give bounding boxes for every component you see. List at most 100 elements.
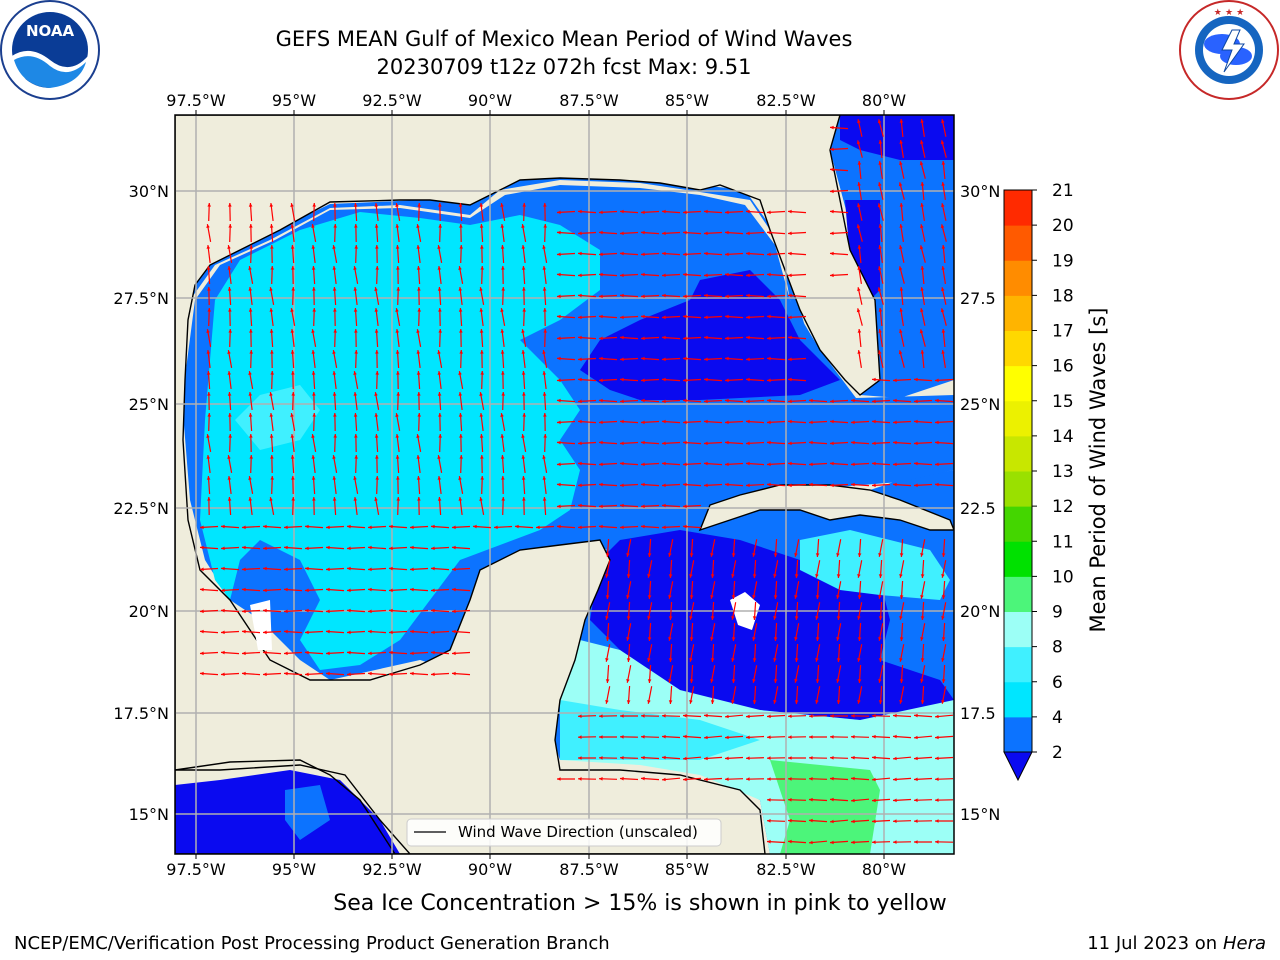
wave-arrow-head xyxy=(312,287,316,291)
wave-arrow-head xyxy=(935,819,939,823)
wave-arrow-head xyxy=(662,714,666,718)
wave-arrow-head xyxy=(620,776,624,781)
wave-arrow-head xyxy=(767,230,771,235)
wave-arrow-head xyxy=(473,524,477,529)
wave-arrow-head xyxy=(872,377,876,382)
colorbar-segment xyxy=(1004,400,1032,437)
wave-arrow-head xyxy=(263,608,267,613)
wave-arrow-head xyxy=(347,588,351,593)
wave-arrow-head xyxy=(725,378,729,383)
wave-arrow-head xyxy=(920,182,925,186)
wave-arrow-head xyxy=(620,209,624,214)
wave-arrow-head xyxy=(557,230,561,235)
wave-arrow-head xyxy=(354,245,358,249)
wave-arrow-head xyxy=(500,245,505,249)
wave-arrow-head xyxy=(872,483,876,488)
wave-arrow-head xyxy=(479,203,484,207)
wave-arrow-head xyxy=(500,308,504,312)
wave-arrow-head xyxy=(578,503,582,508)
wave-arrow-head xyxy=(353,476,357,480)
wave-arrow-head xyxy=(557,210,561,215)
map-legend: Wind Wave Direction (unscaled) xyxy=(406,818,722,847)
wave-arrow-head xyxy=(935,398,939,403)
wave-arrow-head xyxy=(830,461,834,466)
wave-arrow-head xyxy=(395,455,400,459)
wave-arrow-head xyxy=(353,287,358,291)
wave-arrow-head xyxy=(857,266,861,270)
wave-arrow-head xyxy=(920,553,924,557)
wave-arrow-head xyxy=(480,350,484,354)
wave-arrow-head xyxy=(856,224,861,229)
wave-arrow-head xyxy=(935,378,939,383)
wave-arrow-head xyxy=(599,440,603,445)
colorbar-segment xyxy=(1004,225,1032,261)
wave-arrow-head xyxy=(599,356,603,361)
wave-arrow-head xyxy=(920,287,924,291)
wave-arrow-head xyxy=(704,335,708,340)
wave-arrow-head xyxy=(270,266,274,270)
wave-arrow-head xyxy=(710,574,715,578)
lat-tick-label: 27.5°N xyxy=(113,289,169,308)
wave-arrow-head xyxy=(788,335,792,340)
wave-arrow-head xyxy=(269,203,274,207)
lon-tick-label: 97.5°W xyxy=(166,91,226,110)
wave-arrow-head xyxy=(788,315,792,320)
wave-arrow-head xyxy=(431,524,435,529)
wave-period-field xyxy=(175,115,954,854)
colorbar-extend-triangle xyxy=(1003,751,1033,782)
wave-arrow-head xyxy=(326,651,330,656)
wave-arrow-head xyxy=(746,209,750,214)
wave-arrow-head xyxy=(647,574,651,578)
wave-arrow-head xyxy=(458,497,463,501)
wave-arrow-head xyxy=(200,545,204,550)
wave-arrow-head xyxy=(878,679,882,683)
wave-arrow-head xyxy=(396,476,400,480)
wave-arrow-head xyxy=(641,420,645,425)
colorbar-tick-label: 11 xyxy=(1052,532,1074,552)
wave-arrow-head xyxy=(752,553,756,557)
wave-arrow-head xyxy=(641,714,645,718)
wave-arrow-head xyxy=(767,819,771,823)
wave-arrow-head xyxy=(578,735,582,739)
wave-arrow-head xyxy=(893,440,897,445)
wave-arrow-head xyxy=(620,419,624,424)
wave-arrow-head xyxy=(830,756,834,760)
wave-arrow-head xyxy=(725,756,729,761)
lon-tick-label: 90°W xyxy=(468,860,512,879)
wave-arrow-head xyxy=(242,545,246,550)
wave-arrow-head xyxy=(599,756,603,760)
wave-arrow-head xyxy=(290,455,295,459)
wave-arrow-head xyxy=(437,266,442,270)
wave-arrow-head xyxy=(920,679,924,683)
wave-arrow-head xyxy=(641,776,645,781)
svg-text:★ ★ ★: ★ ★ ★ xyxy=(1214,8,1244,18)
wave-arrow-head xyxy=(830,399,834,404)
wave-arrow-head xyxy=(746,441,750,446)
wave-arrow-head xyxy=(809,818,813,823)
wave-arrow-head xyxy=(389,608,393,613)
wave-arrow-head xyxy=(893,840,897,844)
wave-arrow-head xyxy=(893,713,897,718)
wave-arrow-head xyxy=(878,637,882,641)
wave-arrow-head xyxy=(620,251,624,256)
wave-arrow-head xyxy=(857,119,861,124)
wave-arrow-head xyxy=(941,679,946,683)
wave-arrow-head xyxy=(578,714,582,718)
wave-arrow-head xyxy=(578,357,582,362)
wave-arrow-head xyxy=(200,671,204,676)
wave-arrow-head xyxy=(599,378,603,383)
wave-arrow-head xyxy=(767,294,771,299)
lon-tick-label: 95°W xyxy=(272,91,316,110)
lat-tick-label: 15°N xyxy=(960,805,1000,824)
wave-arrow-head xyxy=(375,350,379,354)
wave-arrow-head xyxy=(480,455,484,459)
wave-arrow-head xyxy=(641,314,645,319)
wave-arrow-head xyxy=(248,476,252,480)
wave-arrow-head xyxy=(620,273,624,278)
wave-arrow-head xyxy=(605,553,610,557)
wave-arrow-head xyxy=(375,266,379,270)
wave-arrow-head xyxy=(543,434,547,438)
wave-arrow-head xyxy=(290,203,294,207)
wave-arrow-head xyxy=(731,700,735,704)
wave-arrow-head xyxy=(662,503,666,508)
